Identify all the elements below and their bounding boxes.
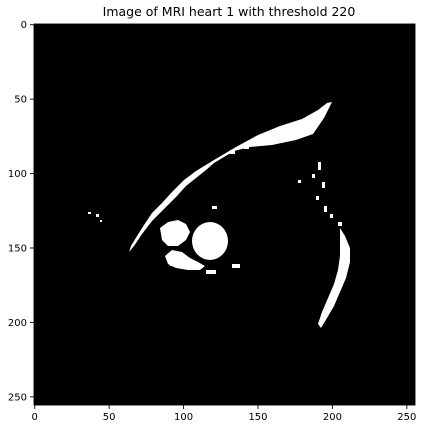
x-tick-label: 0 [32,412,38,423]
x-axis: 0 50 100 150 200 250 [32,405,416,423]
speckle [312,174,315,178]
x-tick-label: 100 [174,412,193,423]
mask-region-mid-left [160,220,190,246]
x-tick-label: 150 [248,412,267,423]
speckle [206,270,216,274]
x-tick-label: 200 [323,412,342,423]
y-tick-label: 250 [8,392,27,403]
speckle [100,220,102,222]
y-tick-label: 0 [21,20,27,31]
x-tick-label: 250 [397,412,416,423]
speckle [212,206,217,209]
y-tick-label: 200 [8,318,27,329]
speckle [244,146,249,149]
speckle [88,212,91,214]
speckle [324,206,327,212]
speckle [230,150,235,154]
x-tick-label: 50 [103,412,116,423]
figure-title: Image of MRI heart 1 with threshold 220 [103,4,356,19]
speckle [318,162,321,170]
y-tick-label: 100 [8,169,27,180]
speckle [330,214,333,218]
mask-region-upper-band [129,102,332,252]
speckle [338,222,342,226]
speckle [232,264,240,268]
y-axis: 0 50 100 150 200 250 [8,20,34,403]
speckle [170,262,176,266]
image-background [34,24,415,405]
speckle [316,196,319,200]
mask-region-right-band [318,228,350,328]
threshold-mask [88,102,350,328]
image-plot [33,23,416,406]
y-tick-label: 50 [14,95,27,106]
mask-region-circle [192,222,228,260]
y-tick-label: 150 [8,243,27,254]
speckle [322,182,325,188]
plot-frame [33,23,416,406]
speckle [96,214,99,217]
speckle [298,180,301,183]
